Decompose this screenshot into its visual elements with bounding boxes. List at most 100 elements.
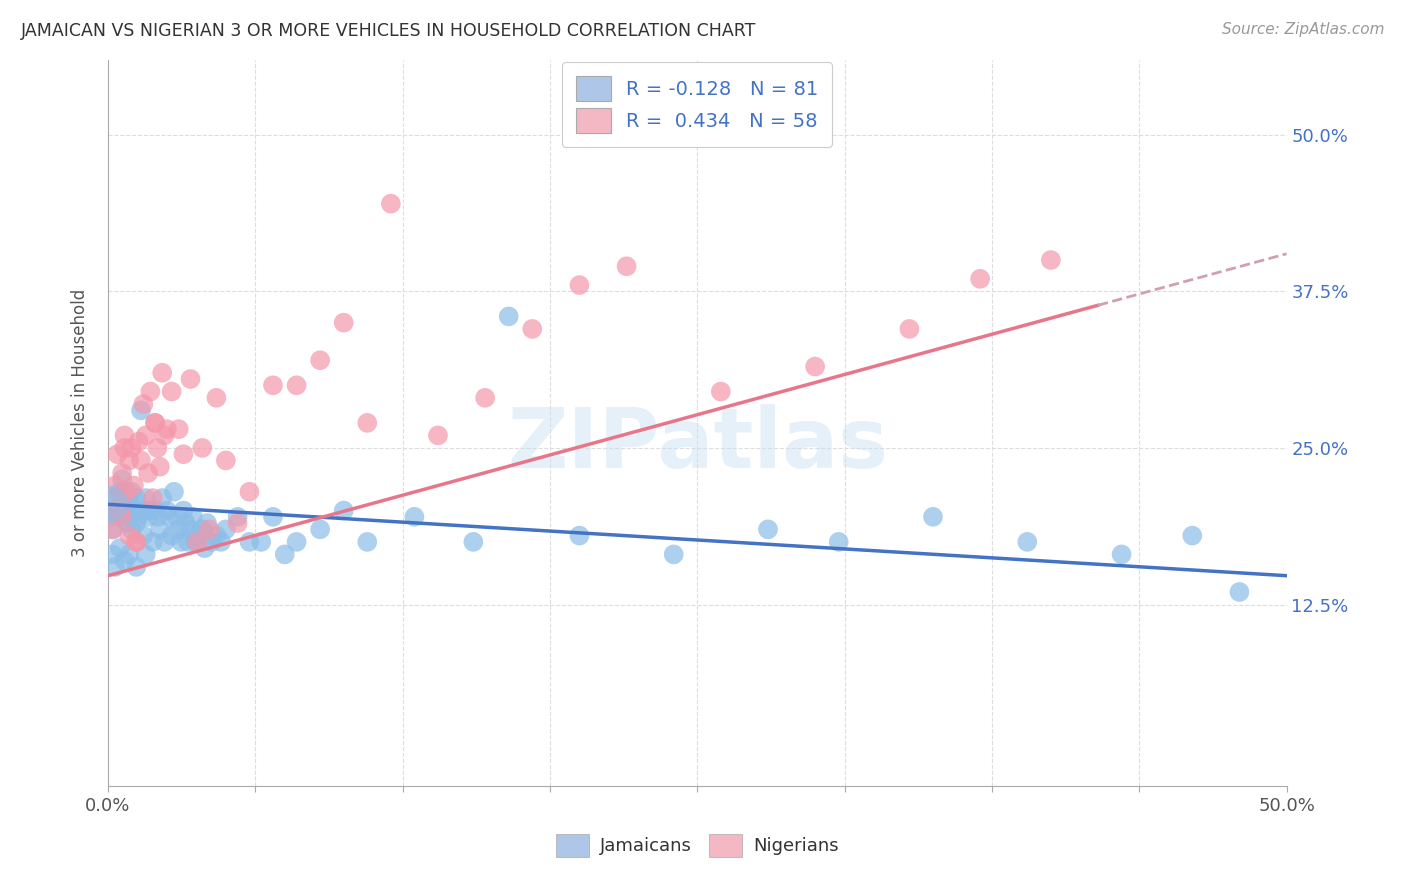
Point [380,196,402,211]
Point [332,316,354,330]
Point [172,503,194,517]
Point [143,416,166,430]
Point [101,522,124,536]
Point [1111,548,1133,562]
Point [332,503,354,517]
Point [146,509,169,524]
Text: ZIPatlas: ZIPatlas [506,404,887,485]
Point [146,441,169,455]
Point [1181,528,1204,542]
Point [149,459,172,474]
Point [98,509,121,524]
Point [108,491,131,505]
Point [201,534,224,549]
Point [184,534,207,549]
Point [149,522,172,536]
Point [568,278,591,293]
Point [129,403,152,417]
Point [191,522,214,536]
Point [125,534,148,549]
Point [356,416,378,430]
Point [132,503,155,517]
Point [172,447,194,461]
Text: Source: ZipAtlas.com: Source: ZipAtlas.com [1222,22,1385,37]
Point [195,516,218,530]
Point [136,509,159,524]
Point [1017,534,1039,549]
Point [498,310,520,324]
Point [309,522,332,536]
Point [157,509,180,524]
Point [136,466,159,480]
Point [309,353,332,368]
Point [114,428,136,442]
Point [111,466,134,480]
Point [404,509,426,524]
Point [108,484,131,499]
Point [111,509,134,524]
Point [114,484,136,499]
Point [104,503,127,517]
Point [125,491,148,505]
Point [710,384,733,399]
Point [98,497,121,511]
Point [285,378,308,392]
Point [274,548,297,562]
Point [662,548,685,562]
Point [238,484,260,499]
Point [187,534,209,549]
Point [153,428,176,442]
Point [616,260,638,274]
Point [111,497,134,511]
Point [356,534,378,549]
Point [238,534,260,549]
Point [139,384,162,399]
Point [153,534,176,549]
Point [427,428,450,442]
Point [125,516,148,530]
Point [121,484,143,499]
Point [101,548,124,562]
Point [142,491,165,505]
Point [205,391,228,405]
Point [522,322,544,336]
Point [118,548,141,562]
Point [139,503,162,517]
Point [111,472,134,486]
Point [104,491,127,505]
Point [756,522,779,536]
Point [104,560,127,574]
Point [179,372,201,386]
Point [115,516,138,530]
Point [156,422,179,436]
Point [114,441,136,455]
Point [285,534,308,549]
Point [187,528,209,542]
Y-axis label: 3 or more Vehicles in Household: 3 or more Vehicles in Household [72,289,89,557]
Point [160,528,183,542]
Point [163,484,186,499]
Point [118,453,141,467]
Point [568,528,591,542]
Point [122,478,145,492]
Point [922,509,945,524]
Point [150,366,173,380]
Point [104,478,127,492]
Point [167,422,190,436]
Point [1039,253,1062,268]
Point [128,434,150,449]
Point [898,322,921,336]
Point [165,509,187,524]
Point [198,522,221,536]
Point [115,491,138,505]
Point [118,528,141,542]
Point [107,447,129,461]
Point [115,484,138,499]
Point [122,503,145,517]
Point [226,516,249,530]
Point [108,541,131,556]
Point [143,416,166,430]
Point [108,509,131,524]
Point [143,503,166,517]
Point [969,272,991,286]
